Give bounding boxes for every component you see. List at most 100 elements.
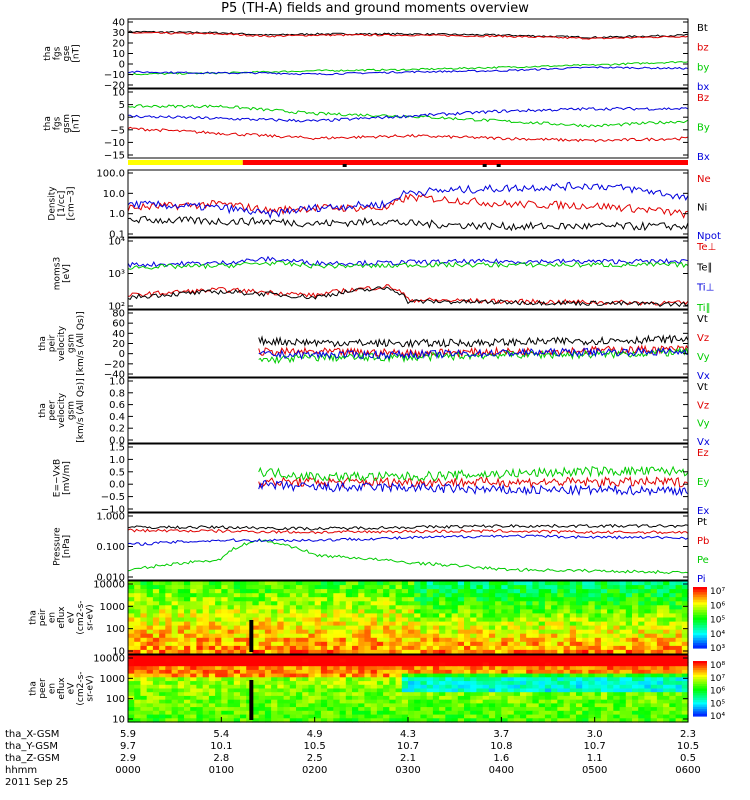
spectrogram-cell: [426, 710, 434, 716]
spectrogram-cell: [184, 699, 191, 704]
spectrogram-cell: [501, 662, 509, 667]
spectrogram-cell: [470, 629, 477, 635]
spectrogram-cell: [152, 609, 160, 615]
spectrogram-cell: [644, 605, 652, 610]
spectrogram-cell: [271, 613, 278, 619]
spectrogram-cell: [663, 710, 670, 716]
spectrogram-cell: [383, 641, 390, 647]
y-axis-label: eV: [67, 682, 77, 695]
spectrogram-cell: [557, 707, 565, 712]
spectrogram-cell: [196, 613, 204, 619]
spectrogram-cell: [159, 718, 166, 723]
spectrogram-cell: [302, 695, 309, 701]
spectrogram-cell: [619, 673, 627, 678]
spectrogram-cell: [352, 593, 359, 598]
x-row-label: tha_X-GSM: [5, 729, 59, 740]
spectrogram-cell: [632, 589, 639, 594]
colorbar-swatch: [693, 697, 707, 701]
spectrogram-cell: [401, 593, 409, 598]
spectrogram-cell: [588, 669, 596, 675]
spectrogram-cell: [451, 581, 459, 586]
spectrogram-cell: [501, 673, 509, 678]
spectrogram-cell: [613, 625, 621, 631]
spectrogram-cell: [588, 695, 596, 701]
spectrogram-cell: [333, 718, 341, 723]
spectrogram-cell: [495, 609, 502, 615]
spectrogram-cell: [190, 655, 197, 660]
spectrogram-cell: [258, 645, 266, 651]
series-line-Vt: [258, 334, 689, 349]
spectrogram-cell: [308, 692, 316, 697]
spectrogram-cell: [408, 601, 415, 606]
spectrogram-cell: [302, 699, 309, 704]
spectrogram-cell: [196, 703, 204, 708]
spectrogram-cell: [376, 662, 384, 667]
spectrogram-cell: [464, 655, 471, 660]
spectrogram-cell: [569, 593, 577, 598]
spectrogram-cell: [420, 617, 428, 623]
spectrogram-cell: [526, 688, 533, 693]
spectrogram-cell: [196, 681, 204, 686]
spectrogram-cell: [432, 621, 440, 627]
spectrogram-cell: [395, 645, 403, 651]
spectrogram-cell: [302, 669, 309, 675]
spectrogram-cell: [501, 710, 509, 716]
spectrogram-cell: [420, 649, 428, 655]
spectrogram-cell: [501, 699, 509, 704]
spectrogram-cell: [594, 585, 602, 590]
spectrogram-cell: [656, 621, 664, 627]
spectrogram-cell: [594, 718, 602, 723]
panel-7: [127, 443, 689, 513]
spectrogram-cell: [196, 649, 204, 655]
spectrogram-cell: [464, 589, 471, 594]
spectrogram-cell: [358, 637, 365, 643]
spectrogram-cell: [464, 703, 471, 708]
spectrogram-cell: [184, 681, 191, 686]
spectrogram-cell: [669, 658, 677, 663]
spectrogram-cell: [171, 681, 179, 686]
spectrogram-cell: [420, 637, 428, 643]
spectrogram-cell: [439, 629, 446, 635]
spectrogram-cell: [395, 666, 403, 671]
spectrogram-cell: [221, 649, 229, 655]
spectrogram-cell: [569, 666, 577, 671]
spectrogram-cell: [395, 613, 403, 619]
spectrogram-cell: [594, 677, 602, 682]
spectrogram-cell: [352, 688, 359, 693]
spectrogram-cell: [333, 609, 341, 615]
spectrogram-cell: [632, 695, 639, 701]
spectrogram-cell: [364, 617, 372, 623]
spectrogram-cell: [190, 714, 197, 719]
spectrogram-cell: [208, 688, 216, 693]
spectrogram-cell: [432, 613, 440, 619]
spectrogram-cell: [264, 688, 272, 693]
spectrogram-cell: [476, 585, 484, 590]
spectrogram-cell: [215, 625, 222, 631]
spectrogram-cell: [196, 625, 204, 631]
spectrogram-cell: [669, 703, 677, 708]
legend-Pt: Pt: [697, 517, 707, 528]
spectrogram-cell: [152, 585, 160, 590]
spectrogram-cell: [358, 666, 365, 671]
spectrogram-cell: [451, 629, 459, 635]
spectrogram-cell: [607, 692, 614, 697]
spectrogram-cell: [258, 681, 266, 686]
spectrogram-cell: [507, 641, 515, 647]
spectrogram-cell: [675, 649, 683, 655]
spectrogram-cell: [551, 703, 558, 708]
spectrogram-cell: [632, 703, 639, 708]
spectrogram-cell: [451, 633, 459, 639]
spectrogram-cell: [134, 658, 141, 663]
spectrogram-cell: [644, 673, 652, 678]
spectrogram-cell: [227, 707, 235, 712]
spectrogram-cell: [470, 695, 477, 701]
spectrogram-cell: [476, 589, 484, 594]
spectrogram-cell: [520, 677, 527, 682]
spectrogram-cell: [420, 703, 428, 708]
spectrogram-cell: [339, 718, 347, 723]
spectrogram-cell: [582, 585, 589, 590]
spectrogram-cell: [644, 695, 652, 701]
spectrogram-cell: [470, 625, 477, 631]
spectrogram-cell: [408, 692, 415, 697]
spectrogram-cell: [532, 669, 540, 675]
